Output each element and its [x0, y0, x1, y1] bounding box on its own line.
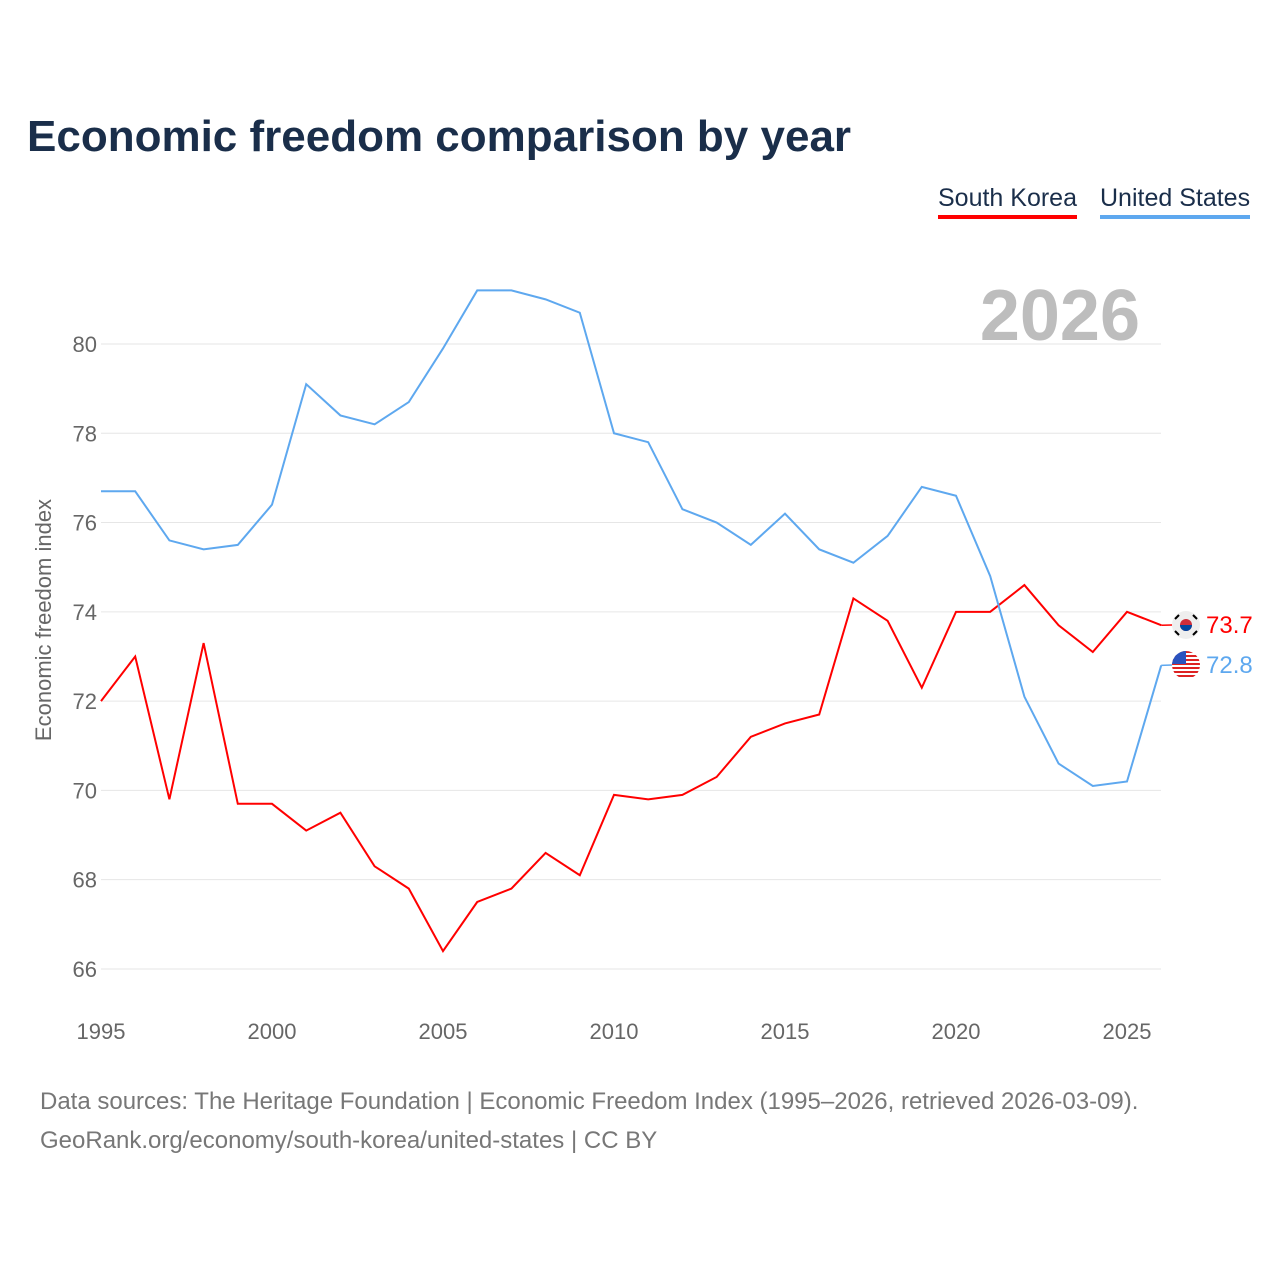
y-tick-label: 74 — [73, 600, 97, 625]
x-tick-label: 2020 — [932, 1019, 981, 1044]
x-tick-label: 2010 — [590, 1019, 639, 1044]
y-tick-label: 78 — [73, 421, 97, 446]
y-tick-label: 70 — [73, 778, 97, 803]
y-tick-label: 66 — [73, 957, 97, 982]
y-tick-label: 80 — [73, 332, 97, 357]
y-tick-label: 68 — [73, 868, 97, 893]
us-flag-icon — [1172, 651, 1200, 679]
year-watermark: 2026 — [980, 276, 1140, 356]
series-line-south-korea — [100, 583, 1162, 954]
y-tick-label: 76 — [73, 511, 97, 536]
source-url: GeoRank.org/economy/south-korea/united-s… — [40, 1127, 658, 1154]
kr-flag-icon — [1172, 611, 1200, 639]
x-tick-label: 2000 — [248, 1019, 297, 1044]
legend-south-korea[interactable]: South Korea — [938, 184, 1077, 219]
series-line-united-states — [101, 289, 1163, 787]
x-tick-label: 2025 — [1103, 1019, 1152, 1044]
chart-title: Economic freedom comparison by year — [27, 112, 852, 161]
end-value-label: 72.8 — [1206, 652, 1253, 679]
legend-united-states[interactable]: United States — [1100, 184, 1251, 219]
source-text: Data sources: The Heritage Foundation | … — [40, 1088, 1139, 1115]
x-tick-label: 2015 — [761, 1019, 810, 1044]
x-tick-label: 2005 — [419, 1019, 468, 1044]
x-tick-label: 1995 — [77, 1019, 126, 1044]
y-axis-label: Economic freedom index — [31, 499, 56, 741]
end-value-label: 73.7 — [1206, 612, 1253, 639]
y-tick-label: 72 — [73, 689, 97, 714]
